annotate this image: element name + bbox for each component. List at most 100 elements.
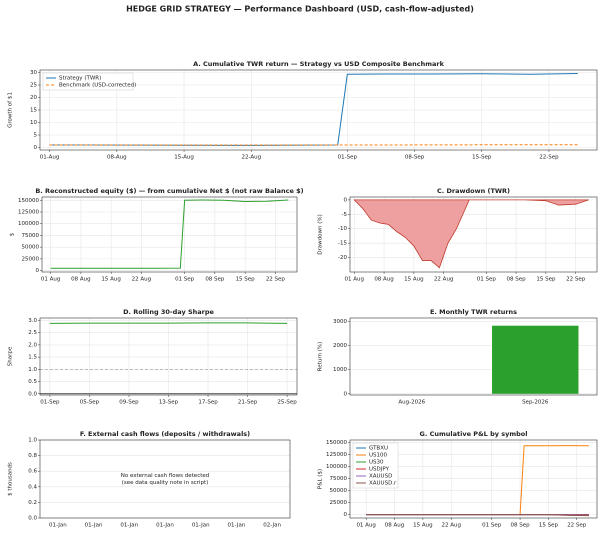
x-tick-label: 22-Aug [241,155,261,161]
x-tick-label: 22 Aug [132,277,152,283]
y-tick-label: 2.5 [28,330,37,336]
x-tick-label: 08 Aug [385,523,405,529]
legend-label: XAUUSD.r [369,481,397,487]
x-tick-label: 15 Aug [404,277,424,283]
y-tick-label: 0.2 [28,500,37,506]
y-tick-label: -10 [338,226,347,232]
annotation: No external cash flows detected [121,473,210,479]
x-tick-label: 01-Jan [120,523,138,529]
x-tick-label: 01-Jan [85,523,103,529]
legend-label: US30 [369,460,384,466]
x-tick-label: 01-Sep [40,400,60,406]
y-tick-label: 75000 [330,476,348,482]
y-tick-label: 0.0 [28,391,37,397]
x-tick-label: 01 Sep [477,277,497,283]
y-tick-label: 0.8 [28,453,37,459]
legend-label: US100 [369,453,388,459]
y-tick-label: 2.0 [28,342,37,348]
x-tick-label: 13-Sep [159,400,179,406]
x-tick-label: 15 Aug [101,277,121,283]
y-axis-label: $ [10,232,16,236]
y-axis-label: $ thousands [8,462,14,496]
x-tick-label: 21-Sep [238,400,258,406]
x-tick-label: 22 Sep [566,277,586,283]
legend-label: Strategy (TWR) [59,76,101,82]
legend-label: Benchmark (USD-corrected) [59,83,136,89]
x-tick-label: 22-Sep [539,155,559,161]
x-tick-label: 01-Jan [228,523,246,529]
x-tick-label: Sep-2026 [522,400,549,406]
series-line [519,445,589,515]
drawdown-area [353,199,590,269]
y-tick-label: 25000 [22,256,40,262]
y-tick-label: 100000 [18,221,39,227]
y-tick-label: 0.6 [28,469,37,475]
chart-title: B. Reconstructed equity ($) — from cumul… [35,187,303,195]
plot-frame [39,317,298,396]
x-tick-label: 01 Aug [345,277,365,283]
x-tick-label: 01-Jan [192,523,210,529]
chart-title: E. Monthly TWR returns [430,308,517,316]
legend-label: XAUUSD [369,474,392,480]
x-tick-label: 01-Aug [40,155,60,161]
y-tick-label: 10 [30,120,37,126]
x-tick-label: 01 Aug [41,277,61,283]
annotation: (see data quality note in script) [122,480,209,486]
x-tick-label: 08-Sep [405,155,425,161]
y-tick-label: 50000 [22,245,40,251]
chart-title: G. Cumulative P&L by symbol [420,430,528,438]
x-tick-label: 01 Sep [482,523,502,529]
y-tick-label: 150000 [326,440,347,446]
x-tick-label: 09-Sep [119,400,139,406]
x-tick-label: 22 Sep [567,523,587,529]
x-tick-label: 15-Sep [472,155,492,161]
y-axis-label: P&L ($) [318,469,324,489]
y-tick-label: 1.5 [28,355,37,361]
y-tick-label: 0 [344,197,348,203]
chart-title: C. Drawdown (TWR) [437,187,510,195]
x-tick-label: 08-Aug [107,155,127,161]
page-title: HEDGE GRID STRATEGY — Performance Dashbo… [126,5,474,14]
y-axis-label: Return (%) [318,342,324,372]
legend-box [352,442,399,489]
y-tick-label: 15 [30,108,37,114]
x-tick-label: 05-Sep [80,400,100,406]
y-tick-label: -15 [338,241,347,247]
x-tick-label: 25-Sep [277,400,297,406]
y-tick-label: 5 [34,133,38,139]
plot-frame [349,439,598,519]
x-tick-label: 17-Sep [198,400,218,406]
y-tick-label: 1.0 [28,367,37,373]
y-tick-label: 0.4 [28,484,37,490]
y-tick-label: 1.0 [28,438,37,444]
chart-title: A. Cumulative TWR return — Strategy vs U… [193,60,444,68]
plot-frame [349,196,598,273]
x-tick-label: 15-Aug [174,155,194,161]
x-tick-label: 15 Sep [236,277,256,283]
x-tick-label: 08 Aug [374,277,394,283]
x-tick-label: 15 Sep [539,523,559,529]
chart-title: F. External cash flows (deposits / withd… [80,430,250,438]
series-line [50,199,289,269]
x-tick-label: 08 Sep [507,277,527,283]
x-tick-label: 08 Aug [71,277,91,283]
x-tick-label: Aug-2026 [398,400,425,406]
y-tick-label: 0.0 [28,516,37,522]
x-tick-label: 01 Aug [356,523,376,529]
y-tick-label: 3.0 [28,318,37,324]
plot-frame [39,439,291,519]
y-axis-label: Growth of $1 [8,92,14,128]
y-tick-label: 75000 [22,233,40,239]
x-tick-label: 22 Sep [266,277,286,283]
x-tick-label: 22 Aug [441,523,461,529]
x-tick-label: 08 Sep [205,277,225,283]
y-tick-label: 30 [30,70,37,76]
x-tick-label: 01 Sep [175,277,195,283]
y-tick-label: 20 [30,95,37,101]
legend-label: USDJPY [369,467,390,473]
x-tick-label: 01-Jan [49,523,67,529]
y-tick-label: 0 [34,145,38,151]
y-tick-label: 0.5 [28,379,37,385]
x-tick-label: 01-Jan [156,523,174,529]
y-tick-label: -20 [338,255,347,261]
